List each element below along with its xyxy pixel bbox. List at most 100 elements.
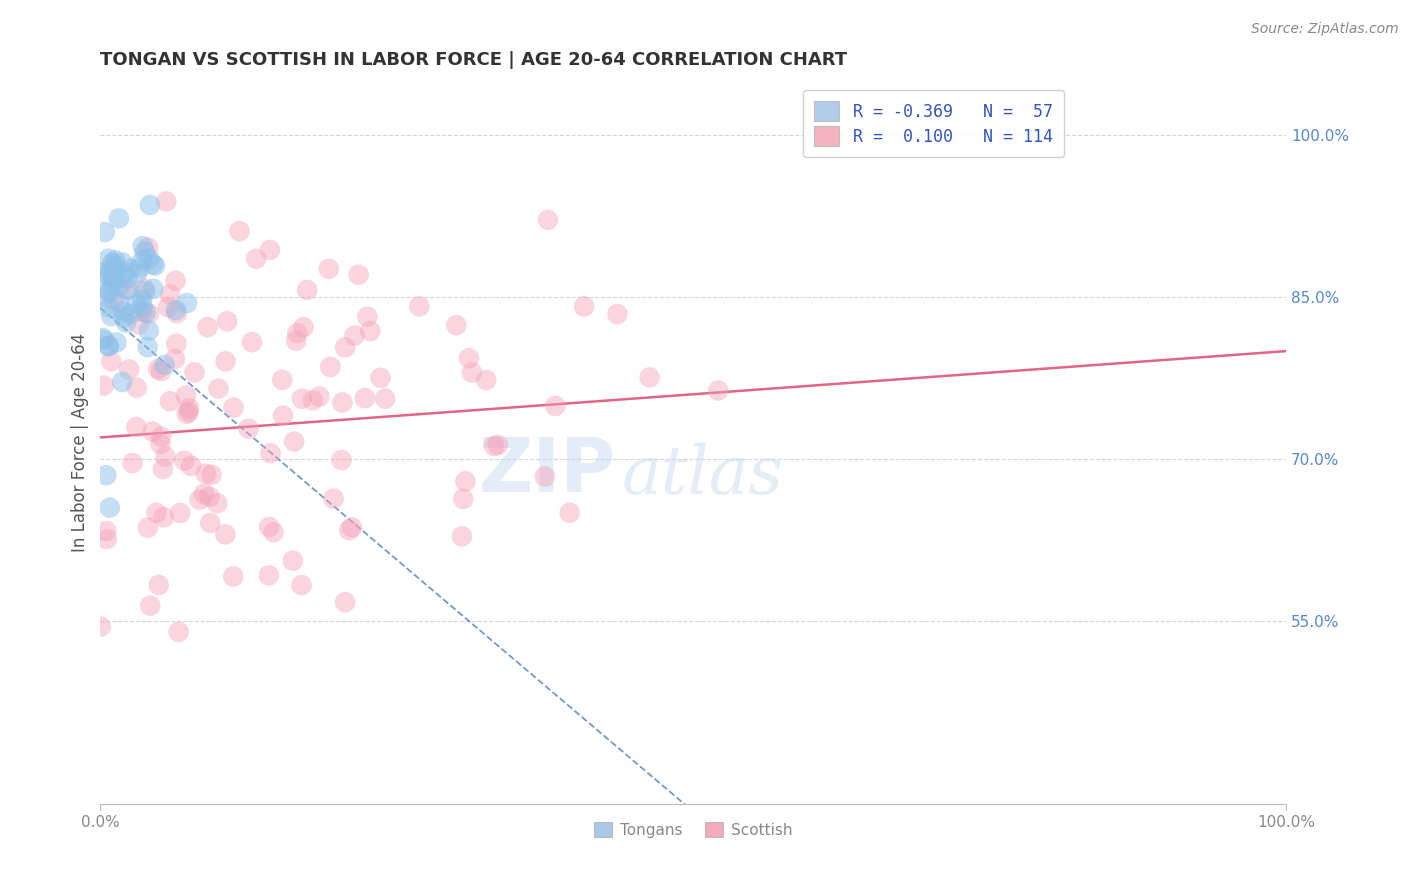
Point	[103, 272, 125, 286]
Point	[201, 467, 224, 482]
Point	[572, 299, 595, 313]
Point	[333, 595, 356, 609]
Point	[128, 261, 150, 276]
Point	[97, 339, 120, 353]
Point	[295, 283, 318, 297]
Point	[177, 401, 200, 416]
Point	[330, 453, 353, 467]
Point	[194, 467, 217, 481]
Point	[318, 261, 340, 276]
Point	[100, 354, 122, 368]
Point	[98, 265, 121, 279]
Point	[96, 532, 118, 546]
Point	[91, 291, 114, 305]
Point	[97, 285, 120, 300]
Point	[343, 328, 366, 343]
Point	[259, 243, 281, 257]
Point	[176, 296, 198, 310]
Point	[101, 256, 124, 270]
Point	[136, 241, 159, 255]
Point	[138, 306, 160, 320]
Y-axis label: In Labor Force | Age 20-64: In Labor Force | Age 20-64	[72, 334, 89, 552]
Text: Source: ZipAtlas.com: Source: ZipAtlas.com	[1251, 22, 1399, 37]
Point	[200, 516, 222, 530]
Point	[217, 314, 239, 328]
Point	[259, 446, 281, 460]
Point	[245, 252, 267, 266]
Point	[142, 257, 165, 271]
Point	[333, 340, 356, 354]
Point	[340, 520, 363, 534]
Point	[165, 303, 187, 318]
Point	[104, 258, 127, 272]
Point	[257, 520, 280, 534]
Point	[145, 506, 167, 520]
Point	[332, 395, 354, 409]
Point	[159, 287, 181, 301]
Point	[93, 333, 115, 347]
Point	[458, 351, 481, 366]
Point	[347, 268, 370, 282]
Point	[257, 568, 280, 582]
Point	[271, 409, 294, 423]
Point	[131, 293, 153, 307]
Point	[544, 399, 567, 413]
Point	[159, 394, 181, 409]
Point	[174, 389, 197, 403]
Point	[131, 300, 153, 314]
Point	[118, 362, 141, 376]
Point	[131, 253, 153, 268]
Point	[97, 252, 120, 266]
Point	[138, 252, 160, 266]
Point	[96, 268, 118, 283]
Point	[176, 407, 198, 421]
Point	[322, 491, 344, 506]
Point	[97, 283, 120, 297]
Point	[197, 320, 219, 334]
Point	[207, 382, 229, 396]
Point	[152, 462, 174, 476]
Point	[90, 620, 112, 634]
Point	[117, 283, 139, 297]
Point	[165, 336, 187, 351]
Point	[285, 334, 308, 348]
Point	[98, 500, 121, 515]
Point	[165, 274, 187, 288]
Point	[139, 198, 162, 212]
Point	[207, 496, 229, 510]
Point	[134, 285, 156, 299]
Point	[112, 304, 135, 318]
Point	[98, 339, 121, 353]
Point	[173, 453, 195, 467]
Point	[370, 371, 392, 385]
Point	[537, 213, 560, 227]
Point	[451, 491, 474, 506]
Point	[475, 373, 498, 387]
Point	[142, 425, 165, 439]
Point	[149, 436, 172, 450]
Point	[240, 335, 263, 350]
Point	[451, 529, 474, 543]
Point	[638, 370, 661, 384]
Point	[198, 490, 221, 504]
Point	[103, 293, 125, 307]
Point	[104, 253, 127, 268]
Point	[135, 306, 157, 320]
Point	[214, 527, 236, 541]
Point	[112, 310, 135, 325]
Point	[108, 279, 131, 293]
Point	[163, 351, 186, 366]
Point	[359, 324, 381, 338]
Point	[143, 259, 166, 273]
Point	[486, 438, 509, 452]
Point	[337, 523, 360, 537]
Point	[155, 450, 177, 464]
Point	[290, 578, 312, 592]
Point	[94, 225, 117, 239]
Point	[606, 307, 628, 321]
Point	[112, 266, 135, 280]
Point	[707, 384, 730, 398]
Point	[446, 318, 468, 333]
Point	[169, 506, 191, 520]
Point	[96, 468, 118, 483]
